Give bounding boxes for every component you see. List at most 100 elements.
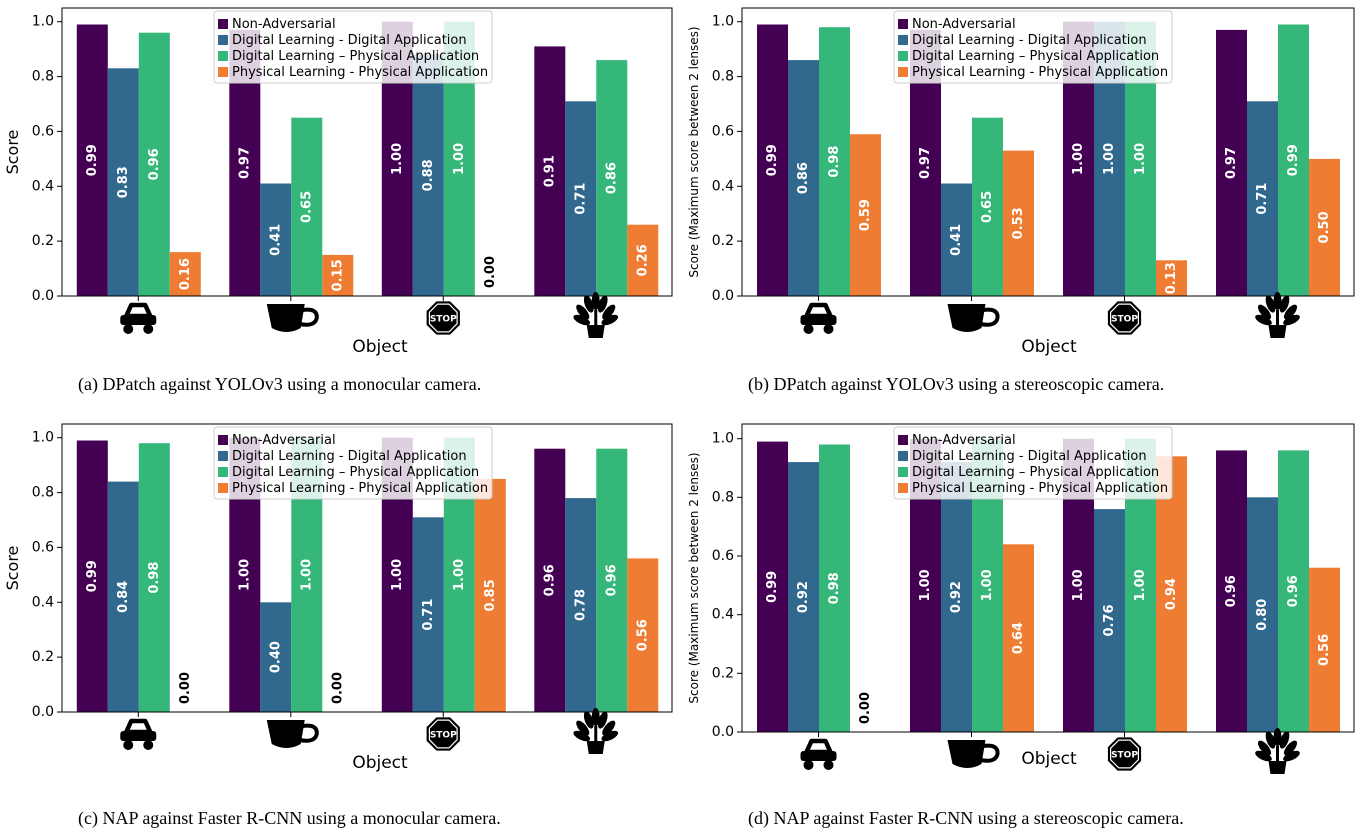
stop-octagon bbox=[426, 717, 460, 751]
chart-panel-d: 0.99 1.00 1.00 0.96 0.92 0.92 0.76 0.80 0.98 1.00… bbox=[682, 416, 1364, 837]
cup-icon bbox=[266, 720, 319, 748]
car-roof bbox=[124, 718, 153, 735]
y-axis-label: Score bbox=[3, 546, 22, 591]
bar bbox=[322, 254, 354, 296]
bar-label: 0.97 bbox=[1224, 147, 1239, 179]
stop-octagon bbox=[1107, 737, 1142, 771]
legend-swatch bbox=[218, 67, 228, 77]
plant-leaf bbox=[1279, 731, 1290, 749]
y-tick-label: 1.0 bbox=[712, 431, 734, 447]
y-tick-label: 0.2 bbox=[32, 649, 54, 665]
legend-swatch bbox=[898, 435, 908, 445]
bar-label: 1.00 bbox=[980, 569, 995, 601]
bar-label: 1.00 bbox=[237, 559, 252, 591]
bar bbox=[1247, 101, 1278, 296]
legend-label: Physical Learning - Physical Application bbox=[232, 65, 488, 80]
y-tick-label: 0.0 bbox=[32, 288, 54, 304]
plant-pot bbox=[586, 325, 605, 338]
bar bbox=[819, 27, 850, 296]
bar-label: 1.00 bbox=[1133, 569, 1148, 601]
car-icon bbox=[800, 738, 837, 770]
legend-label: Digital Learning – Physical Application bbox=[232, 49, 479, 64]
cup-body bbox=[266, 720, 305, 748]
y-tick-label: 0.2 bbox=[32, 233, 54, 249]
bar-label: 0.91 bbox=[542, 155, 557, 187]
bar-label: 0.99 bbox=[85, 560, 100, 592]
legend-swatch bbox=[898, 19, 908, 29]
bar-label: 1.00 bbox=[390, 143, 405, 175]
cup-body bbox=[947, 740, 986, 768]
legend-swatch bbox=[898, 67, 908, 77]
caption-a: (a) DPatch against YOLOv3 using a monocu… bbox=[78, 374, 482, 394]
car-roof bbox=[804, 738, 833, 755]
cup-icon bbox=[947, 740, 1000, 768]
legend-label: Non-Adversarial bbox=[912, 433, 1016, 448]
bar bbox=[1216, 450, 1247, 732]
caption-b: (b) DPatch against YOLOv3 using a stereo… bbox=[748, 374, 1165, 394]
plant-leaf bbox=[1273, 728, 1282, 746]
plant-leaf bbox=[1273, 292, 1282, 310]
bar bbox=[757, 24, 788, 296]
y-tick-label: 0.4 bbox=[32, 594, 54, 610]
plant-leaf bbox=[1279, 295, 1290, 313]
bar bbox=[565, 101, 597, 296]
legend-label: Non-Adversarial bbox=[232, 17, 336, 32]
legend-swatch bbox=[218, 435, 228, 445]
plant-leaf bbox=[1283, 740, 1298, 756]
y-tick-label: 0.0 bbox=[32, 704, 54, 720]
bar bbox=[534, 46, 566, 297]
car-wheel bbox=[143, 740, 154, 750]
plant-leaf bbox=[576, 304, 590, 320]
bar-label: 1.00 bbox=[1071, 569, 1086, 601]
plant-leaf bbox=[1255, 750, 1272, 762]
bar-label: 0.15 bbox=[330, 259, 345, 291]
bar bbox=[474, 478, 506, 712]
plant-pot bbox=[1268, 325, 1287, 338]
plant-leaf bbox=[583, 295, 594, 313]
bar-label: 0.99 bbox=[765, 144, 780, 176]
legend-label: Digital Learning - Digital Application bbox=[232, 33, 467, 48]
bar bbox=[107, 68, 139, 296]
bar-label: 0.00 bbox=[178, 672, 193, 704]
car-body bbox=[800, 315, 837, 325]
caption-c: (c) NAP against Faster R-CNN using a mon… bbox=[78, 808, 501, 828]
car-roof bbox=[804, 302, 833, 319]
bar-label: 0.97 bbox=[918, 147, 933, 179]
plant-leaf bbox=[1283, 304, 1298, 320]
plant-leaf bbox=[573, 314, 591, 326]
y-tick-label: 0.6 bbox=[712, 123, 734, 139]
legend-swatch bbox=[898, 451, 908, 461]
legend-box bbox=[893, 426, 1173, 500]
bar-label: 0.96 bbox=[604, 564, 619, 596]
y-axis-label: Score bbox=[3, 130, 22, 175]
bar-label: 0.99 bbox=[765, 571, 780, 603]
bar-label: 0.98 bbox=[827, 572, 842, 604]
bar-label: 0.71 bbox=[421, 599, 436, 631]
stop-text: STOP bbox=[1111, 315, 1138, 325]
car-wheel bbox=[123, 324, 134, 334]
bar-label: 0.65 bbox=[980, 191, 995, 223]
y-axis-label: Score (Maximum score between 2 lenses) bbox=[687, 26, 701, 277]
stop-sign-icon: STOP bbox=[426, 301, 460, 335]
bar-label: 0.83 bbox=[116, 166, 131, 198]
bar bbox=[1278, 24, 1309, 296]
plot-frame bbox=[61, 7, 673, 297]
bar-label: 0.41 bbox=[949, 224, 964, 256]
bar bbox=[596, 448, 628, 712]
potted-plant-icon bbox=[1255, 292, 1300, 338]
chart-panel-c: 0.99 1.00 1.00 0.96 0.84 0.40 0.71 0.78 0.98 1.00… bbox=[0, 416, 682, 837]
legend-swatch bbox=[218, 35, 228, 45]
bar-label: 0.92 bbox=[949, 581, 964, 613]
car-body bbox=[800, 751, 837, 761]
y-tick-label: 0.8 bbox=[32, 69, 54, 85]
plant-leaf bbox=[1283, 314, 1300, 326]
plant-leaf bbox=[573, 730, 591, 742]
stop-inner-ring bbox=[428, 719, 458, 749]
chart-a: 0.99 0.97 1.00 0.91 0.83 0.41 0.88 0.71 0.96 0.65… bbox=[3, 7, 673, 357]
car-body bbox=[120, 315, 157, 325]
legend-swatch bbox=[898, 35, 908, 45]
bar-label: 0.84 bbox=[116, 581, 131, 613]
bar-label: 0.78 bbox=[573, 589, 588, 621]
